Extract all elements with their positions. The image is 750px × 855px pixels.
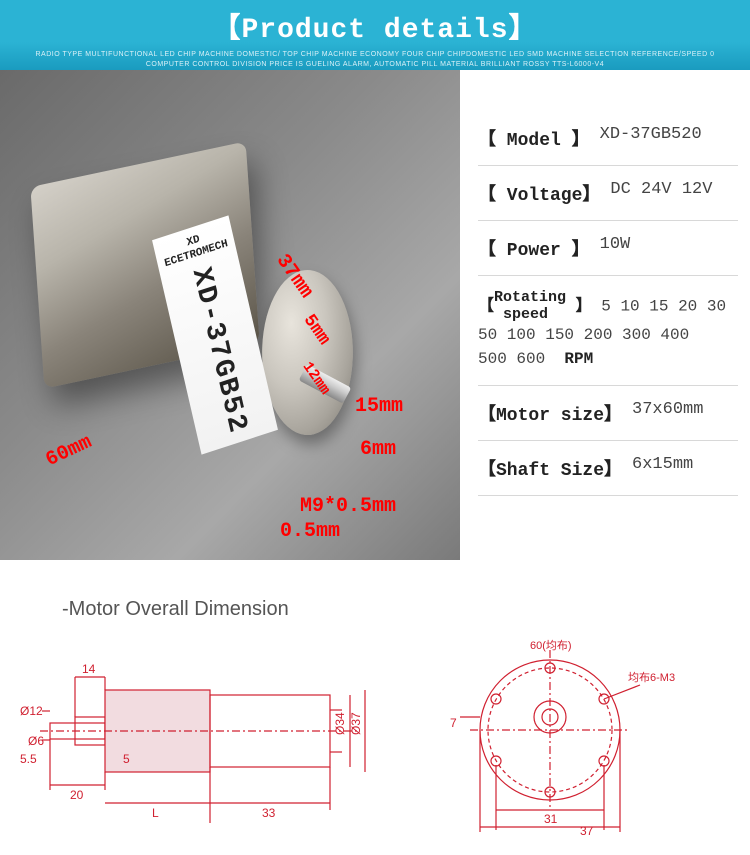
spec-row-rpm: 【Rotating speed 】 5 10 15 20 30 50 100 1… [478, 290, 738, 371]
spec-val-voltage: DC 24V 12V [610, 180, 712, 199]
dim-31: 31 [544, 812, 558, 826]
dim-15mm: 15mm [355, 395, 403, 418]
dim-37: 37 [580, 824, 594, 835]
dim-thread-depth: 0.5mm [280, 520, 340, 543]
rpm-line3: 500 600 RPM [478, 350, 593, 368]
dim-d6: Ø6 [28, 734, 44, 748]
spec-val-shaftsize: 6x15mm [632, 455, 693, 474]
divider [478, 495, 738, 496]
spec-val-model: XD-37GB520 [600, 125, 702, 144]
diagrams-row: 14 Ø12 Ø6 5.5 20 L 33 5 Ø3 [0, 635, 750, 855]
dim-60mm: 60mm [42, 431, 95, 472]
spec-key-power: 【 Power 】 [478, 235, 590, 261]
dim-holes: 均布6-M3 [628, 671, 675, 684]
main-row: XD ECETROMECH XD-37GB52 60mm 37mm 5mm 12… [0, 70, 750, 560]
diagram-side-view: 14 Ø12 Ø6 5.5 20 L 33 5 Ø3 [20, 635, 390, 835]
dim-7: 7 [450, 716, 457, 730]
spec-val-motorsize: 37x60mm [632, 400, 703, 419]
side-view-svg: 14 Ø12 Ø6 5.5 20 L 33 5 Ø3 [20, 635, 390, 835]
dim-6mm: 6mm [360, 438, 396, 461]
dimension-section-title: -Motor Overall Dimension [0, 560, 750, 635]
dim-d37: Ø37 [349, 712, 363, 735]
spec-val-power: 10W [600, 235, 631, 254]
spec-key-model: 【 Model 】 [478, 125, 590, 151]
header-banner: 【Product details】 RADIO TYPE MULTIFUNCTI… [0, 0, 750, 70]
motor-model-text: XD-37GB52 [185, 264, 253, 439]
divider [478, 440, 738, 441]
header-subtitle: RADIO TYPE MULTIFUNCTIONAL LED CHIP MACH… [35, 50, 714, 70]
header-title: 【Product details】 [212, 6, 537, 46]
front-view-svg: 60(均布) 均布6-M3 7 31 37 [430, 635, 690, 835]
dim-L: L [152, 806, 159, 820]
spec-key-voltage: 【 Voltage】 [478, 180, 600, 206]
dim-5-5: 5.5 [20, 752, 37, 766]
dim-thread: M9*0.5mm [300, 495, 396, 518]
spec-row-motorsize: 【Motor size】 37x60mm [478, 400, 738, 426]
divider [478, 385, 738, 386]
divider [478, 165, 738, 166]
dim-5: 5 [123, 752, 130, 766]
dim-d34: Ø34 [333, 712, 347, 735]
rpm-line1: 5 10 15 20 30 [601, 298, 726, 316]
spec-key-motorsize: 【Motor size】 [478, 400, 622, 426]
dim-33: 33 [262, 806, 276, 820]
dim-14: 14 [82, 662, 96, 676]
dim-pcd60: 60(均布) [530, 639, 572, 652]
spec-row-power: 【 Power 】 10W [478, 235, 738, 261]
divider [478, 275, 738, 276]
specs-panel: 【 Model 】 XD-37GB520 【 Voltage】 DC 24V 1… [460, 70, 750, 560]
dim-d12: Ø12 [20, 704, 43, 718]
product-photo: XD ECETROMECH XD-37GB52 60mm 37mm 5mm 12… [0, 70, 460, 560]
divider [478, 220, 738, 221]
rpm-line2: 50 100 150 200 300 400 [478, 326, 689, 344]
spec-key-shaftsize: 【Shaft Size】 [478, 455, 622, 481]
spec-row-voltage: 【 Voltage】 DC 24V 12V [478, 180, 738, 206]
dim-20: 20 [70, 788, 84, 802]
spec-row-model: 【 Model 】 XD-37GB520 [478, 125, 738, 151]
diagram-front-view: 60(均布) 均布6-M3 7 31 37 [430, 635, 690, 835]
spec-row-shaftsize: 【Shaft Size】 6x15mm [478, 455, 738, 481]
